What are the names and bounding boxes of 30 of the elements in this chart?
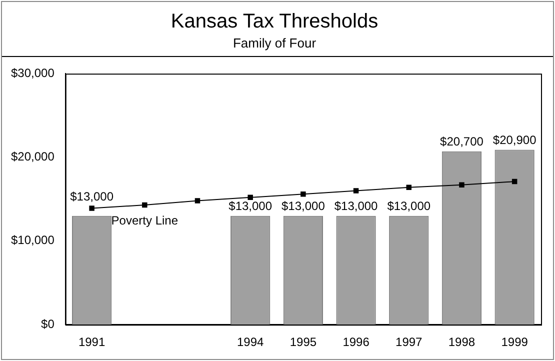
point bbox=[512, 178, 518, 184]
series-label: Poverty Line bbox=[111, 213, 178, 228]
data-label: $20,900 bbox=[492, 133, 537, 148]
x-tick-label: 1991 bbox=[78, 335, 106, 350]
point bbox=[406, 184, 412, 190]
data-label: $13,000 bbox=[70, 190, 114, 204]
chart-subtitle: Family of Four bbox=[232, 35, 317, 50]
data-label: $13,000 bbox=[281, 199, 326, 214]
data-label: $20,700 bbox=[440, 134, 484, 149]
y-tick-label: $10,000 bbox=[10, 233, 55, 248]
point bbox=[248, 194, 253, 200]
point bbox=[300, 191, 306, 197]
x-tick-label: 1996 bbox=[342, 335, 370, 350]
x-tick-label: 1997 bbox=[396, 335, 423, 350]
point bbox=[142, 202, 148, 208]
x-tick-label: 1994 bbox=[236, 335, 264, 350]
data-label: $13,000 bbox=[387, 199, 431, 214]
point bbox=[194, 198, 200, 204]
x-tick-label: 1998 bbox=[448, 335, 476, 350]
x-tick-label: 1995 bbox=[290, 335, 317, 350]
point bbox=[353, 188, 359, 194]
y-tick-label: $0 bbox=[41, 316, 55, 331]
chart-title: Kansas Tax Thresholds bbox=[170, 10, 378, 33]
data-label: $13,000 bbox=[228, 199, 272, 214]
y-tick-label: $20,000 bbox=[10, 150, 55, 164]
point bbox=[89, 206, 94, 211]
point bbox=[459, 182, 464, 188]
x-tick-label: 1999 bbox=[501, 335, 528, 350]
data-label: $13,000 bbox=[334, 199, 378, 214]
y-tick-label: $30,000 bbox=[10, 66, 55, 80]
